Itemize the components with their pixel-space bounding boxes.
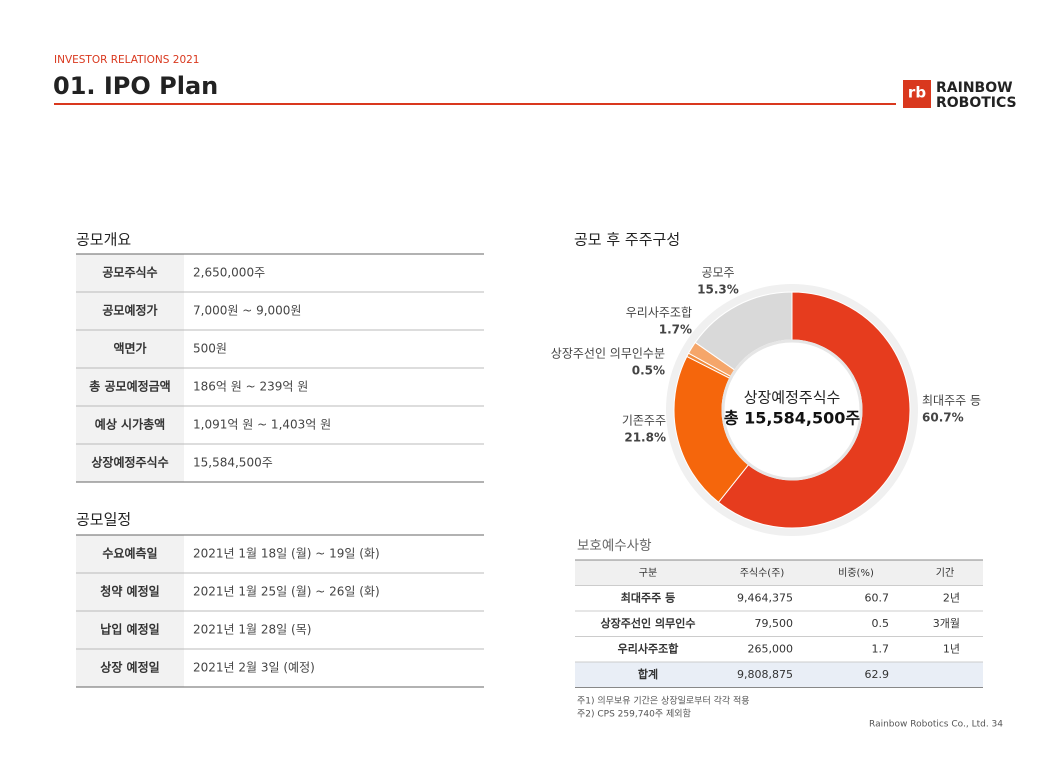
row-value: 500원	[193, 342, 227, 356]
row-label: 공모예정가	[102, 303, 157, 318]
slice-value: 0.5%	[632, 364, 665, 378]
row-label: 상장 예정일	[100, 660, 159, 675]
footer: Rainbow Robotics Co., Ltd. 34	[869, 720, 1003, 730]
section-title: 공모 후 주주구성	[574, 231, 680, 249]
table-cell: 60.7	[865, 591, 890, 604]
section-title: 공모일정	[76, 511, 131, 529]
note: 주1) 의무보유 기간은 상장일로부터 각각 적용	[577, 695, 750, 707]
table-cell: 1년	[943, 642, 960, 655]
column-header: 비중(%)	[838, 567, 874, 579]
page-title: 01. IPO Plan	[53, 72, 218, 100]
header-cell	[76, 368, 184, 406]
table-cell: 상장주선인 의무인수	[601, 616, 696, 630]
slice-label: 공모주	[701, 266, 734, 280]
table-cell: 1.7	[872, 642, 890, 655]
row-label: 상장예정주식수	[91, 455, 168, 470]
slice-label: 최대주주 등	[922, 394, 981, 408]
total-row	[575, 662, 983, 688]
row-label: 총 공모예정금액	[89, 379, 170, 394]
slice-value: 60.7%	[922, 411, 964, 425]
header-cell	[76, 535, 184, 573]
kicker: INVESTOR RELATIONS 2021	[54, 54, 200, 66]
logo-text: RAINBOW	[936, 80, 1013, 96]
row-label: 수요예측일	[102, 546, 157, 561]
header-cell	[76, 573, 184, 611]
center-label: 상장예정주식수	[744, 389, 841, 407]
section-title: 보호예수사항	[577, 538, 652, 554]
note: 주2) CPS 259,740주 제외함	[577, 708, 691, 720]
header-cell	[76, 330, 184, 368]
row-value: 186억 원 ~ 239억 원	[193, 380, 308, 394]
row-value: 1,091억 원 ~ 1,403억 원	[193, 418, 331, 432]
row-value: 2021년 1월 25일 (월) ~ 26일 (화)	[193, 585, 380, 599]
column-header: 구분	[639, 567, 657, 579]
row-label: 예상 시가총액	[95, 417, 165, 432]
table-cell: 62.9	[865, 668, 890, 681]
table-cell: 2년	[943, 591, 960, 604]
row-label: 공모주식수	[102, 265, 157, 280]
donut-hole	[721, 339, 863, 481]
logo-icon	[903, 80, 931, 108]
row-label: 청약 예정일	[100, 584, 159, 599]
row-value: 2021년 1월 28일 (목)	[193, 623, 311, 637]
table-cell: 3개월	[933, 617, 960, 630]
table-cell: 우리사주조합	[618, 641, 679, 655]
column-header: 기간	[936, 567, 954, 579]
table-cell: 0.5	[872, 617, 890, 630]
table-cell: 9,464,375	[737, 591, 793, 604]
row-label: 액면가	[113, 341, 146, 356]
row-label: 납입 예정일	[100, 622, 159, 637]
slice-label: 기존주주	[622, 414, 666, 428]
row-value: 15,584,500주	[193, 456, 273, 470]
table-cell: 최대주주 등	[621, 590, 675, 604]
row-value: 2,650,000주	[193, 266, 265, 280]
table-cell: 265,000	[748, 642, 794, 655]
slice-value: 1.7%	[659, 323, 692, 337]
row-value: 2021년 1월 18일 (월) ~ 19일 (화)	[193, 547, 380, 561]
row-value: 2021년 2월 3일 (예정)	[193, 661, 315, 675]
header-cell	[76, 444, 184, 482]
center-value: 총 15,584,500주	[724, 409, 861, 428]
table-cell: 합계	[638, 667, 658, 681]
table-cell: 79,500	[755, 617, 794, 630]
header-cell	[76, 649, 184, 687]
header-cell	[76, 292, 184, 330]
slice-label: 상장주선인 의무인수분	[551, 347, 665, 361]
column-header: 주식수(주)	[740, 567, 785, 579]
slice-value: 21.8%	[624, 431, 666, 445]
row-value: 7,000원 ~ 9,000원	[193, 304, 301, 318]
header-cell	[76, 406, 184, 444]
table-head	[575, 560, 983, 586]
logo-mark: rb	[908, 84, 926, 102]
logo-text: ROBOTICS	[936, 95, 1017, 111]
slice-label: 우리사주조합	[626, 306, 692, 320]
slice-value: 15.3%	[697, 283, 739, 297]
header-cell	[76, 611, 184, 649]
header-cell	[76, 254, 184, 292]
section-title: 공모개요	[76, 231, 131, 249]
table-cell: 9,808,875	[737, 668, 793, 681]
